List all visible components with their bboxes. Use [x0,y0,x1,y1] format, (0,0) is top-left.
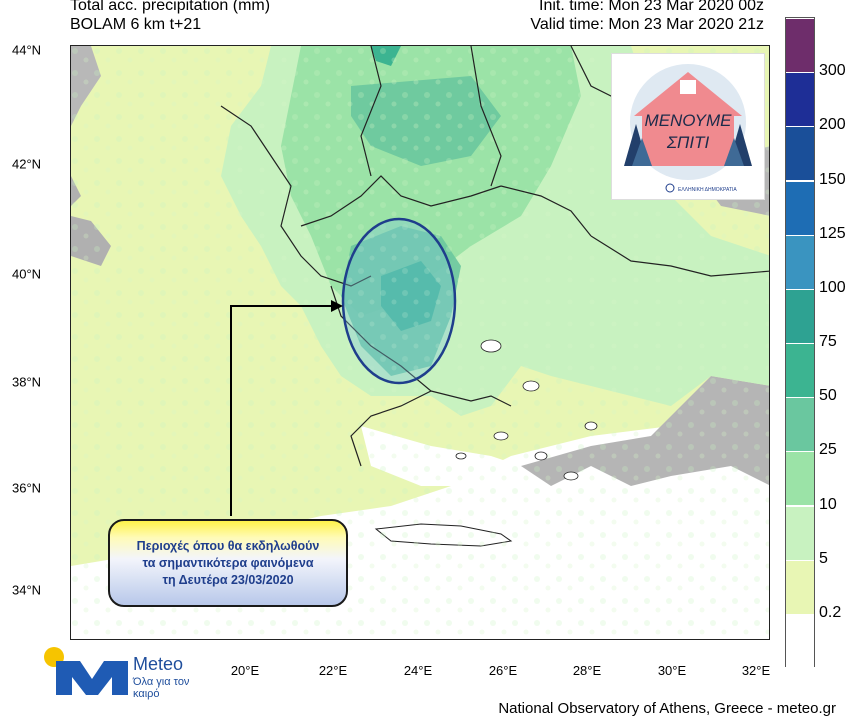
colorbar-label: 0.2 [819,603,842,621]
lon-label: 26°E [488,663,518,678]
colorbar-segment [786,180,814,235]
colorbar-label: 25 [819,441,837,459]
time-block: Init. time: Mon 23 Mar 2020 00z Valid ti… [530,0,764,34]
lon-label: 24°E [403,663,433,678]
colorbar [785,17,815,668]
callout-box: Περιοχές όπου θα εκδηλωθούν τα σημαντικό… [108,519,348,607]
callout-arrow-head [331,300,343,312]
colorbar-segment [786,343,814,398]
colorbar-label: 200 [819,116,846,134]
highlight-ellipse [341,217,457,385]
colorbar-label: 300 [819,62,846,80]
colorbar-segment [786,505,814,560]
chart-title: Total acc. precipitation (mm) [70,0,271,14]
colorbar-label: 75 [819,333,837,350]
stay-home-logo: ΜΕΝΟΥΜΕ ΣΠΙΤΙ ΕΛΛΗΝΙΚΗ ΔΗΜΟΚΡΑΤΙΑ [611,53,765,200]
aegean-islands [455,339,598,481]
colorbar-label: 150 [819,170,846,188]
greek-emblem-icon [665,183,675,193]
lon-label: 22°E [318,663,348,678]
colorbar-segment [786,234,814,289]
colorbar-segment [786,126,814,181]
colorbar-segment [786,72,814,127]
colorbar-label: 100 [819,278,846,296]
meteo-logo-icon [44,647,128,695]
callout-arrow-line [230,305,333,516]
callout-line: τη Δευτέρα 23/03/2020 [162,572,294,587]
lon-label: 30°E [657,663,687,678]
colorbar-segment [786,18,814,73]
lat-label: 40°N [12,266,42,282]
title-block: Total acc. precipitation (mm) BOLAM 6 km… [70,0,270,34]
lon-label: 28°E [572,663,602,678]
colorbar-label: 10 [819,495,837,513]
colorbar-segment [786,451,814,506]
lon-label: 32°E [741,663,771,678]
colorbar-segment [786,613,814,668]
meteo-brand-name: Meteo [133,654,184,674]
callout-line: τα σημαντικότερα φαινόμενα [142,555,314,570]
lat-label: 38°N [12,374,42,390]
lat-label: 36°N [12,480,42,496]
lat-label: 42°N [12,156,42,172]
stay-home-graphic: ΜΕΝΟΥΜΕ ΣΠΙΤΙ ΕΛΛΗΝΙΚΗ ΔΗΜΟΚΡΑΤΙΑ [624,64,752,193]
colorbar-label: 125 [819,224,846,242]
colorbar-segment [786,288,814,343]
meteo-tagline: Όλα για τον καιρό [133,676,190,700]
logo-text-2: ΣΠΙΤΙ [666,133,710,152]
lon-label: 20°E [230,663,260,678]
callout-line: Περιοχές όπου θα εκδηλωθούν [136,538,320,553]
init-time: Init. time: Mon 23 Mar 2020 00z [539,0,764,14]
colorbar-segment [786,559,814,614]
model-label: BOLAM 6 km t+21 [70,16,202,33]
logo-caption: ΕΛΛΗΝΙΚΗ ΔΗΜΟΚΡΑΤΙΑ [678,187,737,193]
colorbar-segment [786,397,814,452]
valid-time: Valid time: Mon 23 Mar 2020 21z [530,16,764,33]
lat-label: 44°N [12,42,42,58]
colorbar-label: 50 [819,387,837,405]
country-borders [220,46,769,467]
footer-credit: National Observatory of Athens, Greece -… [498,700,836,717]
lat-label: 34°N [12,582,42,598]
colorbar-label: 5 [819,549,828,567]
logo-text-1: ΜΕΝΟΥΜΕ [645,111,733,130]
